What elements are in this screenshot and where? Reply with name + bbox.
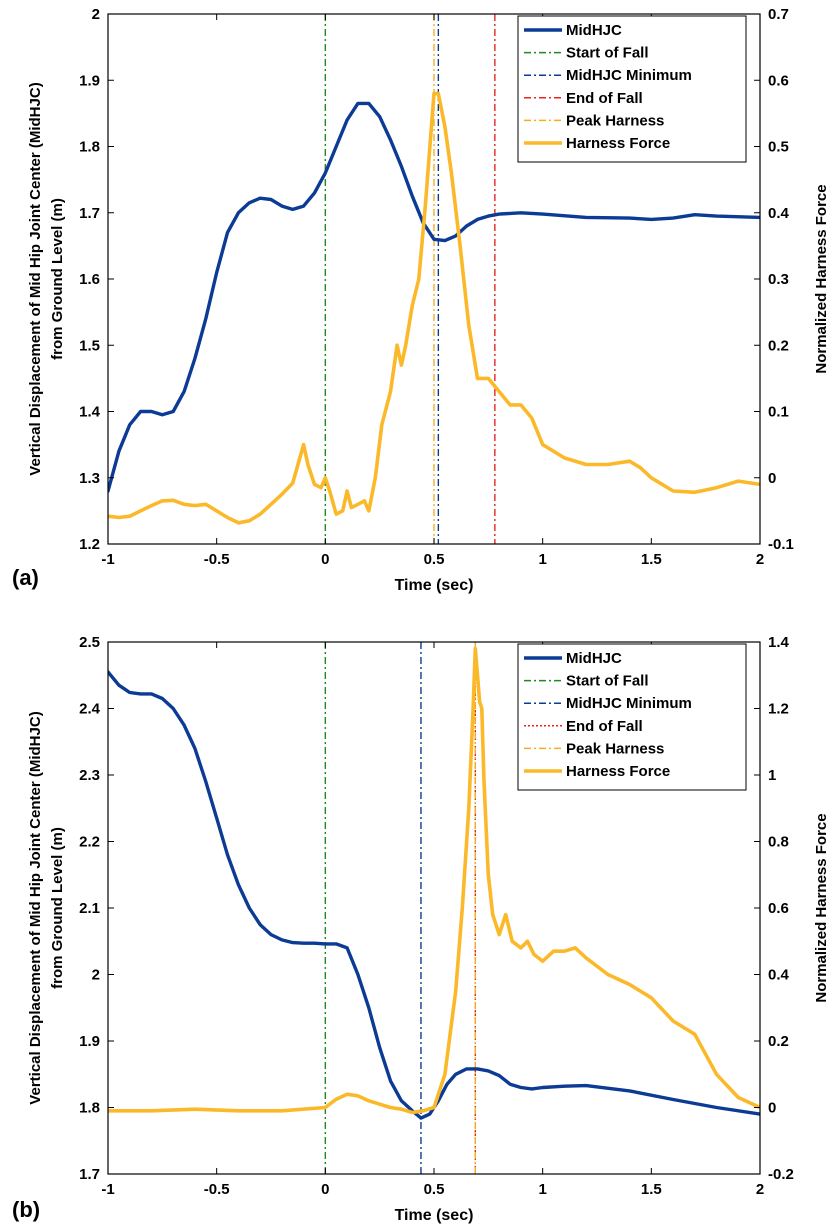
chart-0-ytick-label-1: 1.3	[79, 470, 100, 487]
chart-1-y2tick-label-8: 1.4	[768, 634, 790, 651]
chart-1-xlabel: Time (sec)	[395, 1207, 474, 1224]
chart-1-y2tick-label-4: 0.6	[768, 900, 789, 917]
chart-0-series-0	[108, 101, 760, 493]
chart-1-legend-box	[517, 643, 747, 791]
chart-0-y2tick-label-7: 0.6	[768, 72, 789, 89]
chart-0-ytick-label-8: 2	[92, 6, 100, 23]
chart-1-y2tick-label-2: 0.2	[768, 1033, 789, 1050]
chart-0-y2label: Normalized Harness Force	[813, 184, 830, 373]
chart-1-y2tick-label-0: -0.2	[768, 1166, 794, 1183]
chart-1-ytick-label-8: 2.5	[79, 634, 100, 651]
chart-0-ytick-label-3: 1.5	[79, 337, 100, 354]
chart-0-xtick-label-3: 0.5	[424, 551, 445, 568]
chart-1-ytick-label-7: 2.4	[79, 701, 101, 718]
chart-1-ylabel-line-1: from Ground Level (m)	[49, 827, 66, 989]
chart-0-ytick-label-6: 1.8	[79, 139, 100, 156]
chart-0-ylabel-line-1: from Ground Level (m)	[49, 198, 66, 360]
chart-1-xtick-label-4: 1	[538, 1181, 546, 1198]
chart-0-y2tick-label-6: 0.5	[768, 139, 789, 156]
chart-1-y2label: Normalized Harness Force	[813, 813, 830, 1002]
chart-0-xtick-label-1: -0.5	[204, 551, 230, 568]
chart-1-legend-label-3: End of Fall	[566, 718, 643, 735]
chart-1-xtick-label-2: 0	[321, 1181, 329, 1198]
chart-1-y2tick-label-3: 0.4	[768, 967, 790, 984]
chart-1-legend-label-2: MidHJC Minimum	[566, 695, 692, 712]
chart-0-y2tick-label-5: 0.4	[768, 205, 790, 222]
chart-0-y2tick-label-0: -0.1	[768, 536, 794, 553]
chart-0-legend-label-1: Start of Fall	[566, 45, 649, 62]
chart-1-legend-label-1: Start of Fall	[566, 673, 649, 690]
chart-0-ytick-label-4: 1.6	[79, 271, 100, 288]
chart-0-panel-label: (a)	[12, 565, 39, 590]
chart-0-xtick-label-0: -1	[101, 551, 114, 568]
chart-0-legend-box	[517, 15, 747, 163]
chart-1-panel-label: (b)	[12, 1197, 40, 1222]
chart-1-y2tick-label-5: 0.8	[768, 834, 789, 851]
chart-1-ylabel: Vertical Displacement of Mid Hip Joint C…	[27, 711, 66, 1104]
chart-1-y2tick-label-1: 0	[768, 1100, 776, 1117]
chart-0-ytick-label-7: 1.9	[79, 72, 100, 89]
chart-0-ytick-label-2: 1.4	[79, 404, 101, 421]
chart-0-ylabel: Vertical Displacement of Mid Hip Joint C…	[27, 82, 66, 475]
chart-1-ytick-label-0: 1.7	[79, 1166, 100, 1183]
chart-0-xlabel: Time (sec)	[395, 577, 474, 594]
chart-0-y2tick-label-8: 0.7	[768, 6, 789, 23]
chart-0-legend-label-2: MidHJC Minimum	[566, 67, 692, 84]
chart-1-ylabel-line-0: Vertical Displacement of Mid Hip Joint C…	[27, 711, 44, 1104]
chart-1-ytick-label-6: 2.3	[79, 767, 100, 784]
chart-0-y2tick-label-2: 0.1	[768, 404, 789, 421]
chart-0-xtick-label-2: 0	[321, 551, 329, 568]
chart-0-panel: -1 -0.5 0 0.5 1 1.5 2 1.2 1.3 1.4 1.5 1.6 1.7 1.8 1.9 2…	[12, 6, 830, 594]
chart-0-y2tick-label-3: 0.2	[768, 337, 789, 354]
chart-1-xtick-label-0: -1	[101, 1181, 114, 1198]
chart-1-legend-label-0: MidHJC	[566, 650, 622, 667]
chart-0-xtick-label-5: 1.5	[641, 551, 662, 568]
chart-1-series-0	[108, 670, 760, 1120]
chart-0-legend: MidHJC Start of Fall MidHJC Minimum End of …	[517, 15, 747, 163]
chart-1-ytick-label-5: 2.2	[79, 834, 100, 851]
chart-0-y2tick-label-4: 0.3	[768, 271, 789, 288]
chart-1-xtick-label-1: -0.5	[204, 1181, 230, 1198]
chart-0-legend-label-5: Harness Force	[566, 135, 670, 152]
chart-1-ytick-label-4: 2.1	[79, 900, 100, 917]
chart-0-ytick-label-5: 1.7	[79, 205, 100, 222]
chart-1-y2tick-label-7: 1.2	[768, 701, 789, 718]
chart-0-ylabel-line-0: Vertical Displacement of Mid Hip Joint C…	[27, 82, 44, 475]
chart-0-ytick-label-0: 1.2	[79, 536, 100, 553]
chart-1-ytick-label-2: 1.9	[79, 1033, 100, 1050]
chart-1-xtick-label-5: 1.5	[641, 1181, 662, 1198]
chart-1-series-1	[108, 646, 760, 1115]
chart-1-legend: MidHJC Start of Fall MidHJC Minimum End of …	[517, 643, 747, 791]
chart-0-legend-label-3: End of Fall	[566, 90, 643, 107]
chart-1-xtick-label-3: 0.5	[424, 1181, 445, 1198]
chart-0-xtick-label-4: 1	[538, 551, 546, 568]
chart-0-xtick-label-6: 2	[756, 551, 764, 568]
chart-1-legend-label-4: Peak Harness	[566, 740, 664, 757]
chart-0-legend-label-0: MidHJC	[566, 22, 622, 39]
chart-1-ytick-label-1: 1.8	[79, 1100, 100, 1117]
chart-1-ytick-label-3: 2	[92, 967, 100, 984]
chart-1-xtick-label-6: 2	[756, 1181, 764, 1198]
chart-0-legend-label-4: Peak Harness	[566, 112, 664, 129]
chart-0-series-1	[108, 91, 760, 525]
chart-1-legend-label-5: Harness Force	[566, 763, 670, 780]
chart-1-panel: -1 -0.5 0 0.5 1 1.5 2 1.7 1.8 1.9 2 2.1 2.2 2.3 2.4 2.5…	[12, 634, 830, 1224]
chart-0-y2tick-label-1: 0	[768, 470, 776, 487]
chart-1-y2tick-label-6: 1	[768, 767, 776, 784]
